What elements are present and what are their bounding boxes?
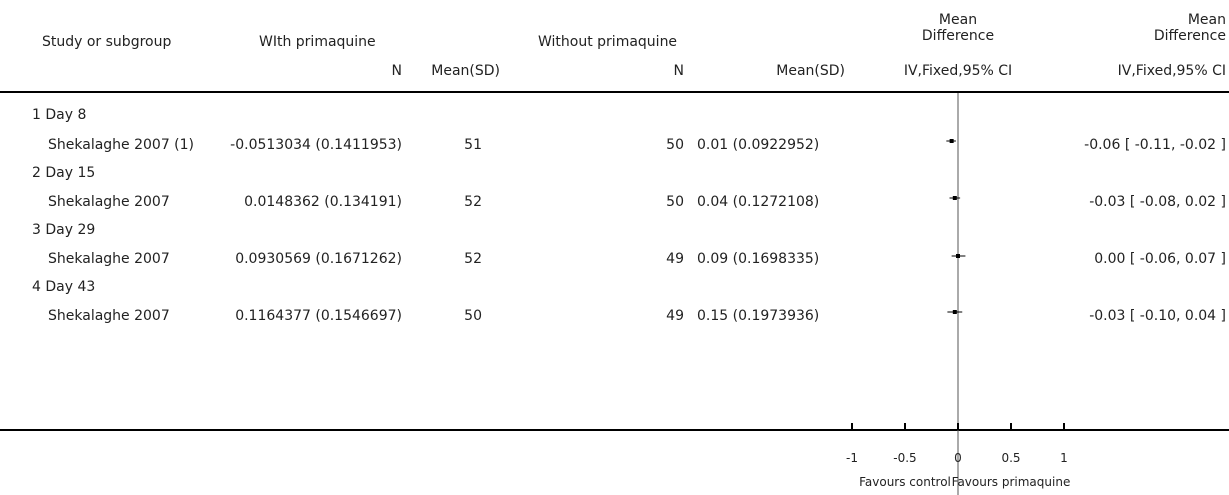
header-md2-line1: Mean [1187, 12, 1226, 28]
g2-n: 49 [666, 308, 684, 324]
g2-n: 50 [666, 194, 684, 210]
header-mean2: Mean(SD) [776, 63, 845, 79]
tick-label: -0.5 [893, 451, 917, 465]
subgroup-label: 3 Day 29 [32, 222, 96, 238]
tick-label: 0.5 [1001, 451, 1021, 465]
header-md1-line2: Difference [921, 28, 995, 44]
md-ci-text: -0.03 [ -0.10, 0.04 ] [1089, 308, 1226, 324]
g1-n: 50 [464, 308, 482, 324]
header-group2: Without primaquine [538, 34, 678, 50]
favours-right-label: Favours primaquine [951, 475, 1071, 489]
g1-n: 52 [464, 194, 482, 210]
header-md2-line2: Difference [1153, 28, 1226, 44]
md-ci-text: -0.06 [ -0.11, -0.02 ] [1084, 137, 1226, 153]
point-estimate [956, 254, 960, 258]
tick-label: -1 [846, 451, 858, 465]
header-method2: IV,Fixed,95% CI [1117, 63, 1226, 79]
study-name: Shekalaghe 2007 [48, 308, 170, 324]
footer-rule [0, 429, 1229, 431]
g2-mean-sd: 0.15 (0.1973936) [697, 308, 820, 324]
g1-n: 52 [464, 251, 482, 267]
subgroup-label: 1 Day 8 [32, 107, 87, 123]
favours-left-label: Favours control [859, 475, 951, 489]
g2-mean-sd: 0.01 (0.0922952) [697, 137, 820, 153]
tick-label: 0 [954, 451, 962, 465]
point-estimate [952, 196, 957, 200]
g1-mean-sd: 0.0930569 (0.1671262) [235, 251, 402, 267]
study-name: Shekalaghe 2007 [48, 194, 170, 210]
subgroup-label: 2 Day 15 [32, 165, 96, 181]
point-estimate [952, 310, 957, 314]
header-method1: IV,Fixed,95% CI [903, 63, 1013, 79]
g2-mean-sd: 0.09 (0.1698335) [697, 251, 820, 267]
header-n2: N [673, 63, 684, 79]
header-mean1: Mean(SD) [431, 63, 500, 79]
study-name: Shekalaghe 2007 (1) [48, 137, 195, 153]
study-name: Shekalaghe 2007 [48, 251, 170, 267]
header-n1: N [391, 63, 402, 79]
tick-label: 1 [1060, 451, 1068, 465]
g1-mean-sd: 0.1164377 (0.1546697) [235, 308, 402, 324]
header-group1: WIth primaquine [259, 34, 376, 50]
header-study-col: Study or subgroup [42, 34, 172, 50]
md-ci-text: 0.00 [ -0.06, 0.07 ] [1094, 251, 1226, 267]
g2-n: 50 [666, 137, 684, 153]
g2-n: 49 [666, 251, 684, 267]
g2-mean-sd: 0.04 (0.1272108) [697, 194, 820, 210]
g1-n: 51 [464, 137, 482, 153]
point-estimate [949, 139, 954, 143]
md-ci-text: -0.03 [ -0.08, 0.02 ] [1089, 194, 1226, 210]
g1-mean-sd: 0.0148362 (0.134191) [244, 194, 402, 210]
header-md1-line1: Mean [938, 12, 978, 28]
g1-mean-sd: -0.0513034 (0.1411953) [230, 137, 402, 153]
header-rule [0, 91, 1229, 93]
subgroup-label: 4 Day 43 [32, 279, 96, 295]
